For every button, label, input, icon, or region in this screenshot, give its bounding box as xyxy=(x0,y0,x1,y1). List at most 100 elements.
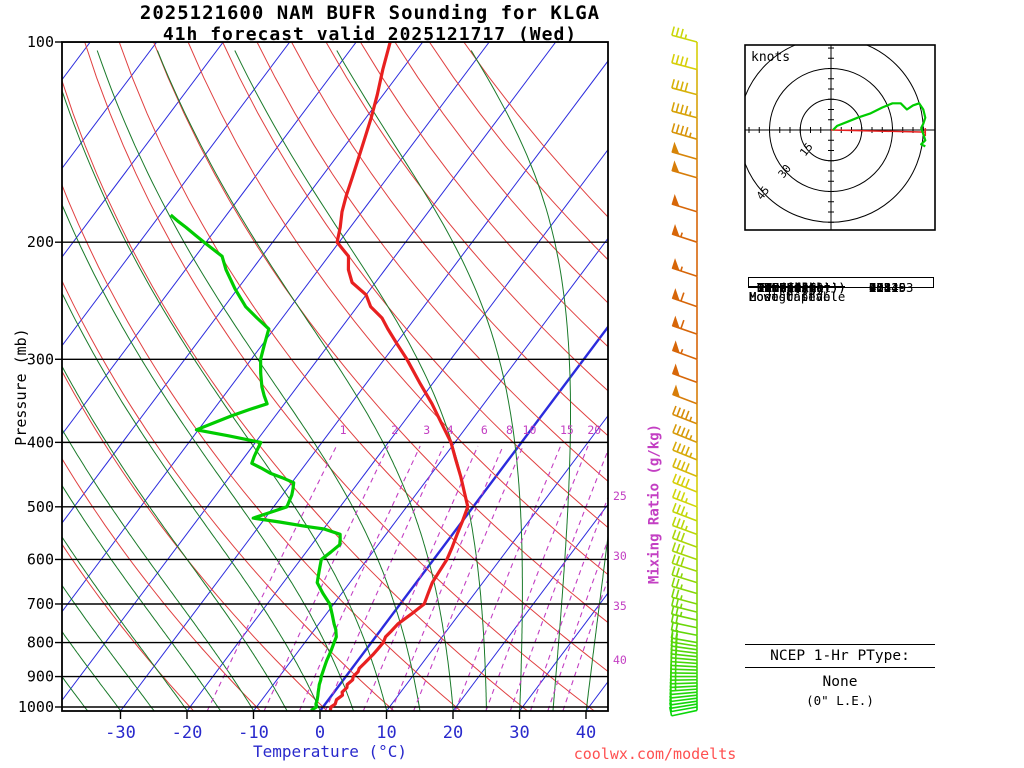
wind-barb xyxy=(671,26,698,43)
dry-adiabat-line xyxy=(463,42,608,218)
temperature-tick-label: 20 xyxy=(443,723,463,743)
stat-value: 0 xyxy=(869,281,877,295)
isotherm-line xyxy=(62,42,490,613)
stat-row: CAPE (Jkg⁻¹) 0 xyxy=(749,281,877,296)
stat-row: LI (°C) 25.4 xyxy=(749,281,899,296)
temperature-tick-label: -10 xyxy=(238,723,269,743)
moist-adiabat-line xyxy=(62,365,288,711)
stat-label: TT xyxy=(757,281,772,295)
stat-label: Dewp (°C) xyxy=(757,281,824,295)
stat-label: CAPE (Jkg⁻¹) xyxy=(757,281,846,295)
dry-adiabat-line xyxy=(222,42,608,529)
pressure-tick-label: 800 xyxy=(27,634,54,652)
stat-value: 125 xyxy=(869,281,892,295)
storm-motion-vector xyxy=(830,129,926,133)
dry-adiabat-line xyxy=(153,42,608,624)
dry-adiabat-line xyxy=(62,183,461,711)
stat-label: Temp (°C) xyxy=(757,281,824,295)
stat-value: 271 xyxy=(869,281,892,295)
moist-adiabat-line xyxy=(62,203,354,711)
wind-barb xyxy=(672,441,698,461)
mixing-ratio-label: 20 xyxy=(587,423,601,437)
wind-barb xyxy=(672,423,698,444)
dry-adiabat-line xyxy=(62,279,395,711)
temperature-tick-label: 40 xyxy=(576,723,596,743)
dry-adiabat-line xyxy=(62,79,528,711)
stat-label: Dewp (°C) xyxy=(757,281,824,295)
wind-barb xyxy=(671,160,698,179)
pressure-tick-label: 300 xyxy=(27,350,54,368)
wind-barb xyxy=(671,542,698,561)
wind-barb xyxy=(671,141,698,160)
wind-barb xyxy=(671,529,698,548)
stat-value: 305.9 xyxy=(869,281,907,295)
hodograph-ring-label: 45 xyxy=(754,184,772,202)
ptype-value: None xyxy=(822,674,858,690)
wind-barb xyxy=(671,315,698,335)
pressure-tick-label: 1000 xyxy=(18,698,54,716)
wind-barb xyxy=(671,79,698,96)
isotherm-line xyxy=(319,325,608,711)
dry-adiabat-line xyxy=(62,370,328,711)
wind-barb xyxy=(671,123,698,140)
stat-row: LI (°C) 9.2 xyxy=(749,281,892,296)
stat-label: θₑ (K) xyxy=(757,281,802,295)
dry-adiabat-line xyxy=(62,457,261,711)
stat-value: 0 xyxy=(869,281,877,295)
dry-adiabat-line xyxy=(291,42,608,437)
stat-row: CIN (Jkg⁻¹) 0 xyxy=(749,281,876,296)
stat-label: Temp (°C) xyxy=(757,281,824,295)
isotherm-line xyxy=(452,503,608,711)
stat-label: K xyxy=(757,281,765,295)
mixing-ratio-right-label: 25 xyxy=(613,489,627,503)
stat-label: SREH (Jkg⁻¹) xyxy=(757,281,846,295)
mixing-ratio-axis-label: Mixing Ratio (g/kg) xyxy=(646,423,663,585)
pressure-tick-label: 200 xyxy=(27,233,54,251)
mixing-ratio-line xyxy=(390,445,504,711)
stat-row: Press (mb) 1012.3 xyxy=(749,281,913,296)
dry-adiabat-line xyxy=(325,42,608,392)
stat-row: CIN (Jkg⁻¹) 0 xyxy=(749,281,877,296)
temperature-tick-label: -30 xyxy=(105,723,136,743)
mixing-ratio-label: 3 xyxy=(423,423,430,437)
mixing-ratio-line xyxy=(562,577,608,711)
isotherm-line xyxy=(62,42,357,436)
stats-panel: K -5 TT 35 PW (cm) 1.31 Lowest level Press (mb)… xyxy=(748,277,934,304)
stat-row: Dewp (°C) -1.4 xyxy=(749,281,899,296)
ptype-detail: (0" L.E.) xyxy=(806,693,874,708)
mixing-ratio-label: 1 xyxy=(340,423,347,437)
stat-label: StmDir (°) xyxy=(757,281,832,295)
wind-barb xyxy=(671,102,698,119)
stat-row: θₑ (K) 305.9 xyxy=(749,281,907,296)
moist-adiabat-line xyxy=(96,50,421,711)
hodograph-ring-label: 30 xyxy=(776,162,794,180)
mixing-ratio-line xyxy=(413,445,524,711)
dry-adiabat-line xyxy=(359,42,608,348)
wind-barb xyxy=(672,458,698,478)
mixing-ratio-right-label: 35 xyxy=(613,599,627,613)
stat-value: -1.4 xyxy=(869,281,899,295)
stat-section-title: Hodograph xyxy=(749,286,816,305)
mixing-ratio-line xyxy=(530,495,608,711)
moist-adiabat-line xyxy=(156,50,454,711)
stat-label: CIN (Jkg⁻¹) xyxy=(757,281,839,295)
dry-adiabat-line xyxy=(256,42,608,482)
wind-barb xyxy=(671,224,698,243)
stat-value: 9.2 xyxy=(869,281,892,295)
stat-value: 208 xyxy=(869,281,892,295)
wind-barb xyxy=(671,588,698,605)
isotherm-line xyxy=(186,148,608,711)
stat-label: CIN (Jkg⁻¹) xyxy=(757,281,839,295)
stat-row: StmDir (°) 271 xyxy=(749,281,892,296)
mixing-ratio-label: 2 xyxy=(391,423,398,437)
stat-row: Temp (°C) 1.5 xyxy=(749,281,891,296)
stat-value: 784.5 xyxy=(869,281,907,295)
hodograph-border xyxy=(744,44,936,231)
stat-value: 0 xyxy=(869,281,877,295)
moist-adiabat-line xyxy=(234,50,487,711)
skewt-background-lines xyxy=(62,42,608,711)
wind-barb xyxy=(671,258,698,277)
mixing-ratio-line xyxy=(454,445,562,711)
